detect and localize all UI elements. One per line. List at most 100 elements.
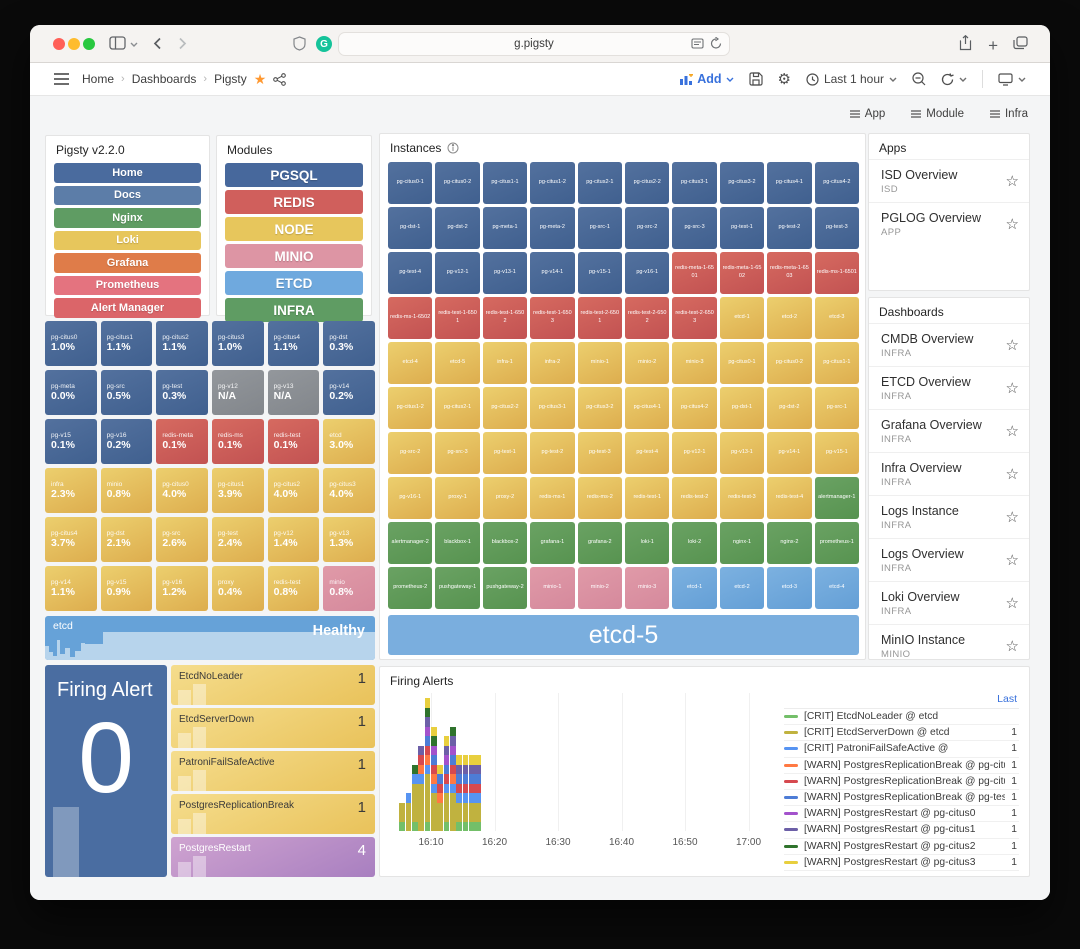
instance-tile[interactable]: alertmanager-1 [814, 477, 859, 519]
instance-tile[interactable]: blackbox-2 [482, 522, 528, 564]
instance-tile[interactable]: pg-test-1 [719, 207, 765, 249]
instance-tile[interactable]: loki-2 [672, 522, 717, 564]
legend-row[interactable]: [WARN] PostgresRestart @ pg-citus1 1 [784, 822, 1019, 839]
instance-tile[interactable]: etcd-2 [719, 567, 765, 609]
instance-tile[interactable]: pg-citus3-2 [577, 387, 622, 429]
stat-tile[interactable]: redis-ms 0.1% [212, 419, 264, 464]
dashboard-list-item[interactable]: CMDB Overview INFRA [869, 323, 1029, 366]
instance-tile[interactable]: pg-citus2-2 [625, 162, 670, 204]
instance-tile[interactable]: redis-meta-1-6501 [672, 252, 717, 294]
instance-tile[interactable]: pg-citus4-2 [814, 162, 859, 204]
module-link[interactable]: INFRA [225, 298, 363, 322]
pigsty-nav-link[interactable]: Docs [54, 185, 201, 205]
stat-tile[interactable]: pg-citus4 1.1% [267, 321, 320, 366]
instance-tile[interactable]: pg-v14-1 [530, 252, 575, 294]
instance-tile[interactable]: redis-ms-2 [577, 477, 622, 519]
instance-tile[interactable]: nginx-1 [719, 522, 765, 564]
dashboard-list-item[interactable]: MinIO Instance MINIO [869, 624, 1029, 659]
instance-tile[interactable]: redis-ms-1-6501 [814, 252, 859, 294]
instance-tile[interactable]: etcd-4 [814, 567, 859, 609]
stat-tile[interactable]: pg-citus4 3.7% [45, 517, 97, 562]
instance-tile[interactable]: pg-test-3 [814, 207, 859, 249]
star-icon[interactable] [1006, 215, 1019, 234]
instance-tile[interactable]: pg-dst-2 [767, 387, 812, 429]
module-link[interactable]: ETCD [225, 271, 363, 295]
instance-tile[interactable]: grafana-2 [577, 522, 622, 564]
module-link[interactable]: PGSQL [225, 163, 363, 187]
instance-tile[interactable]: pg-v15-1 [814, 432, 859, 474]
stat-tile[interactable]: pg-v13 N/A [267, 370, 320, 415]
instance-tile[interactable]: pg-citus1-2 [530, 162, 575, 204]
instance-tile[interactable]: pg-meta-2 [530, 207, 575, 249]
stat-tile[interactable]: pg-v13 1.3% [323, 517, 375, 562]
instance-tile[interactable]: redis-ms-1 [530, 477, 575, 519]
instance-tile[interactable]: pg-test-3 [577, 432, 622, 474]
zoom-out-icon[interactable] [912, 72, 926, 86]
instance-tile[interactable]: blackbox-1 [435, 522, 480, 564]
legend-row[interactable]: [WARN] PostgresReplicationBreak @ pg-tes… [784, 790, 1019, 807]
stat-tile[interactable]: pg-v15 0.1% [45, 419, 97, 464]
instance-tile[interactable]: pg-citus4-2 [672, 387, 717, 429]
stat-tile[interactable]: pg-v16 0.2% [100, 419, 153, 464]
stat-tile[interactable]: redis-test 0.8% [267, 566, 320, 611]
instance-tile[interactable]: minio-2 [577, 567, 622, 609]
instance-tile[interactable]: pg-src-1 [577, 207, 622, 249]
instance-tile[interactable]: pg-citus4-1 [625, 387, 670, 429]
pigsty-nav-link[interactable]: Home [54, 163, 201, 183]
instance-tile[interactable]: pg-citus0-1 [719, 342, 765, 384]
instance-tile[interactable]: pg-v16-1 [625, 252, 670, 294]
dashboard-list-item[interactable]: Grafana Overview INFRA [869, 409, 1029, 452]
instance-tile[interactable]: pg-src-3 [672, 207, 717, 249]
instance-tile[interactable]: pg-src-3 [435, 432, 480, 474]
share-icon[interactable] [959, 35, 972, 51]
instance-tile[interactable]: pg-citus3-1 [672, 162, 717, 204]
instance-tile[interactable]: minio-1 [577, 342, 622, 384]
module-link[interactable]: REDIS [225, 190, 363, 214]
instance-tile[interactable]: pg-test-4 [388, 252, 433, 294]
sidebar-toggle-icon[interactable] [109, 36, 126, 50]
instance-tile[interactable]: pg-v13-1 [719, 432, 765, 474]
star-icon[interactable] [1006, 551, 1019, 570]
instance-tile[interactable]: pg-citus2-2 [482, 387, 528, 429]
instance-tile[interactable]: redis-test-1-6502 [482, 297, 528, 339]
instance-tile[interactable]: pg-src-2 [625, 207, 670, 249]
stat-tile[interactable]: pg-citus1 1.1% [100, 321, 153, 366]
alert-count-tile[interactable]: PatroniFailSafeActive 1 [171, 751, 375, 791]
instance-tile[interactable]: pg-v14-1 [767, 432, 812, 474]
pigsty-nav-link[interactable]: Alert Manager [54, 298, 201, 318]
instance-tile[interactable]: pg-citus0-1 [388, 162, 433, 204]
reader-icon[interactable] [691, 37, 704, 50]
instance-tile[interactable]: grafana-1 [530, 522, 575, 564]
privacy-shield-icon[interactable] [293, 36, 306, 51]
instance-tile[interactable]: pg-citus2-1 [577, 162, 622, 204]
alert-count-tile[interactable]: EtcdNoLeader 1 [171, 665, 375, 705]
instance-tile[interactable]: nginx-2 [767, 522, 812, 564]
etcd-health-bar[interactable]: etcd Healthy [45, 616, 375, 660]
legend-row[interactable]: [CRIT] EtcdServerDown @ etcd 1 [784, 725, 1019, 742]
stat-tile[interactable]: pg-v14 0.2% [323, 370, 375, 415]
instance-tile[interactable]: pg-v13-1 [482, 252, 528, 294]
instance-tile[interactable]: pg-test-2 [530, 432, 575, 474]
instance-tile[interactable]: pg-test-4 [625, 432, 670, 474]
instance-tile[interactable]: pushgateway-1 [435, 567, 480, 609]
instance-tile[interactable]: minio-1 [530, 567, 575, 609]
star-icon[interactable] [1006, 508, 1019, 527]
alert-count-tile[interactable]: PostgresRestart 4 [171, 837, 375, 877]
legend-row[interactable]: [WARN] PostgresRestart @ pg-citus3 1 [784, 855, 1019, 871]
pigsty-nav-link[interactable]: Prometheus [54, 275, 201, 295]
menu-icon[interactable] [54, 73, 69, 85]
instance-tile[interactable]: redis-test-2-6503 [672, 297, 717, 339]
stat-tile[interactable]: pg-citus0 4.0% [156, 468, 208, 513]
minimize-window-button[interactable] [68, 38, 80, 50]
legend-row[interactable]: [WARN] PostgresRestart @ pg-citus0 1 [784, 806, 1019, 823]
instance-tile[interactable]: etcd-4 [388, 342, 433, 384]
dashboard-list-item[interactable]: ETCD Overview INFRA [869, 366, 1029, 409]
instance-tile[interactable]: redis-ms-1-6502 [388, 297, 433, 339]
instance-tile[interactable]: pg-dst-1 [719, 387, 765, 429]
module-link[interactable]: NODE [225, 217, 363, 241]
favorite-star-icon[interactable] [254, 71, 267, 88]
stat-tile[interactable]: pg-v12 N/A [212, 370, 264, 415]
instance-tile[interactable]: pg-v16-1 [388, 477, 433, 519]
info-icon[interactable] [447, 142, 459, 154]
share-dashboard-icon[interactable] [273, 72, 287, 86]
